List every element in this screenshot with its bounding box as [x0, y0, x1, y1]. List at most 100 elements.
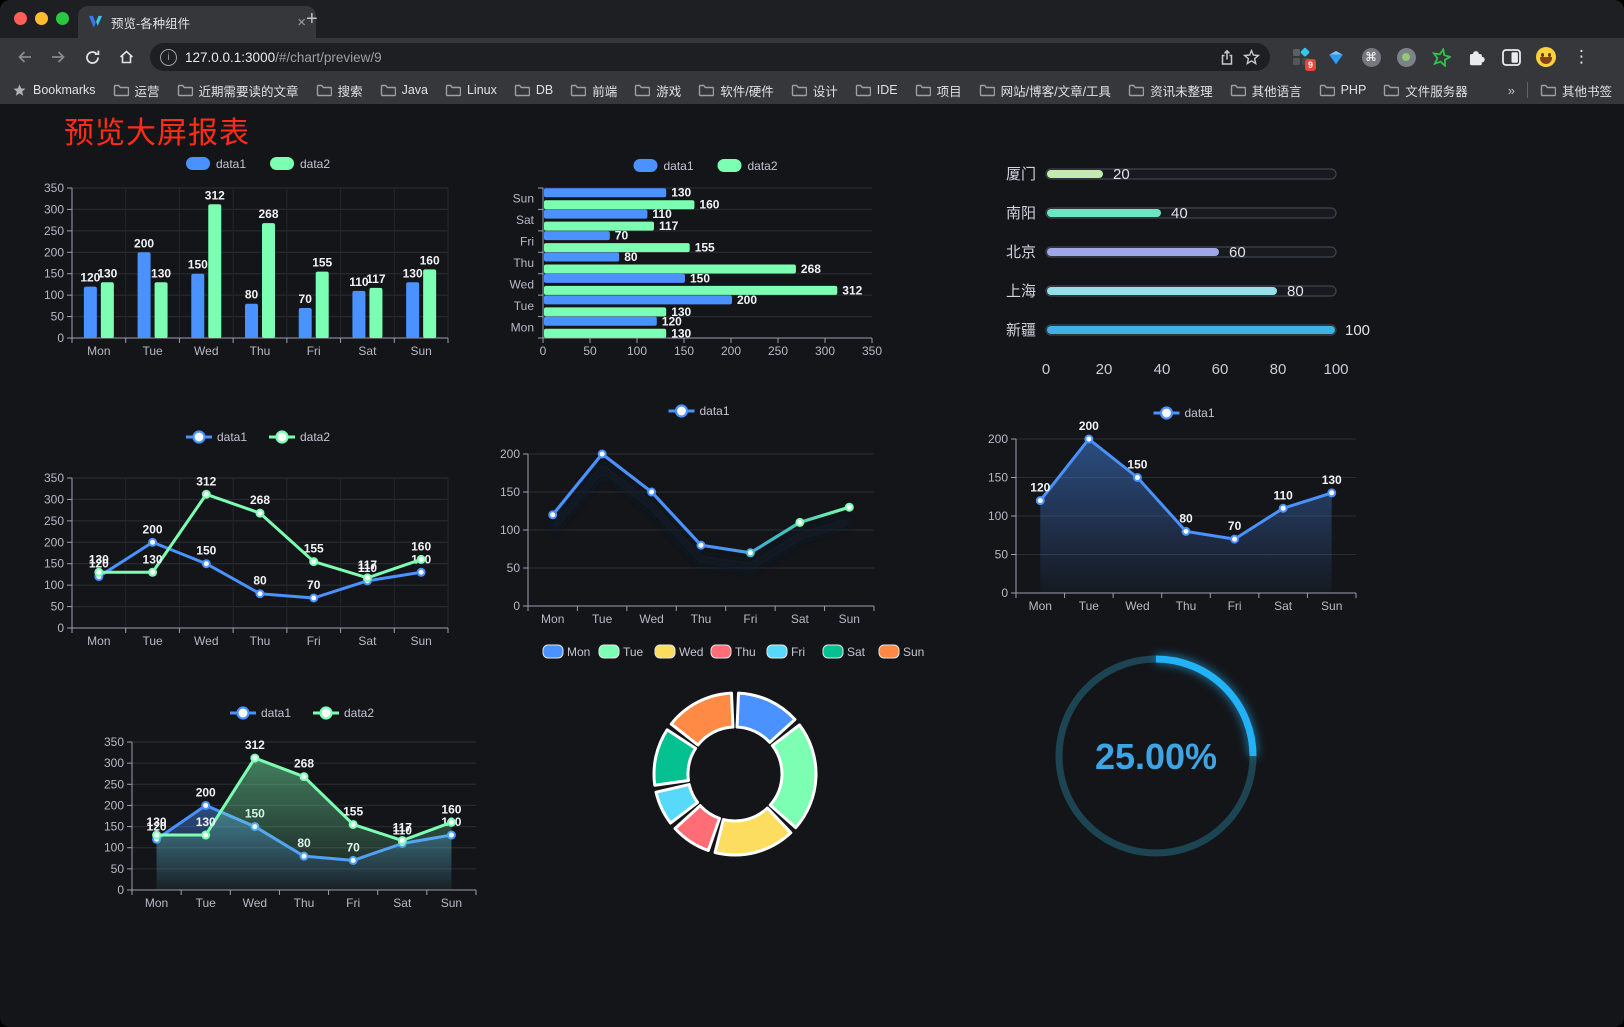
svg-text:Wed: Wed [679, 645, 703, 659]
area-chart-double[interactable]: 0 50 100 150 200 250 300 350 Mon Tue Wed Thu Fri Sat S… [96, 668, 484, 916]
extensions-area: 9 ⌘ [1290, 46, 1557, 71]
svg-text:Mon: Mon [87, 344, 110, 358]
svg-text:160: 160 [411, 539, 431, 553]
svg-text:350: 350 [104, 735, 124, 749]
bookmark-item[interactable]: 运营 [113, 81, 160, 100]
svg-text:100: 100 [500, 523, 520, 537]
bookmark-item[interactable]: 设计 [791, 81, 838, 100]
bookmark-label: Java [401, 83, 428, 97]
share-icon[interactable] [1219, 49, 1235, 66]
svg-text:50: 50 [51, 310, 65, 324]
svg-text:Sun: Sun [903, 645, 924, 659]
other-bookmarks-folder[interactable]: 其他书签 [1540, 81, 1612, 100]
svg-text:Sun: Sun [410, 344, 431, 358]
bookmark-item[interactable]: PHP [1319, 81, 1366, 100]
folder-icon [113, 84, 129, 97]
bookmarks-manager-item[interactable]: Bookmarks [12, 83, 96, 97]
bookmark-label: 游戏 [656, 84, 682, 99]
svg-text:130: 130 [196, 815, 216, 829]
profile-avatar[interactable] [1535, 46, 1557, 68]
minimize-window-button[interactable] [35, 12, 48, 25]
svg-text:20: 20 [1096, 361, 1113, 378]
svg-text:100: 100 [627, 344, 647, 358]
tab-close-icon[interactable]: × [297, 13, 306, 31]
fullscreen-window-button[interactable] [56, 12, 69, 25]
svg-text:50: 50 [995, 548, 1009, 562]
side-panel-button[interactable] [1500, 46, 1522, 68]
bookmark-item[interactable]: 近期需要读的文章 [177, 81, 299, 100]
browser-tab[interactable]: 预览-各种组件 × [78, 6, 316, 38]
bookmarks-overflow-chevron[interactable]: » [1507, 82, 1515, 98]
svg-text:130: 130 [151, 266, 171, 280]
browser-menu-button[interactable]: ⋮ [1573, 47, 1590, 66]
star-extension-icon[interactable] [1430, 46, 1452, 68]
svg-text:120: 120 [662, 314, 682, 328]
gauge-chart[interactable]: 25.00% [1040, 636, 1272, 872]
command-extension-icon[interactable]: ⌘ [1360, 46, 1382, 68]
new-tab-button[interactable]: + [306, 8, 318, 30]
svg-text:Sun: Sun [441, 896, 462, 910]
bookmark-item[interactable]: 文件服务器 [1383, 81, 1468, 100]
green-star-icon [1431, 47, 1451, 67]
svg-text:312: 312 [245, 738, 265, 752]
bookmark-item[interactable]: 资讯未整理 [1128, 81, 1213, 100]
svg-text:268: 268 [801, 262, 821, 276]
reload-button[interactable] [78, 43, 106, 71]
bookmark-item[interactable]: 前端 [570, 81, 617, 100]
svg-text:data2: data2 [748, 159, 778, 173]
svg-text:200: 200 [134, 236, 154, 250]
bookmark-item[interactable]: 游戏 [634, 81, 681, 100]
url-host: 127.0.0.1:3000 [185, 49, 276, 65]
extensions-puzzle-button[interactable] [1465, 46, 1487, 68]
url-text[interactable]: 127.0.0.1:3000/#/chart/preview/9 [185, 50, 1211, 65]
gem-extension-icon[interactable] [1325, 46, 1347, 68]
bookmark-item[interactable]: 软件/硬件 [698, 81, 774, 100]
bookmark-item[interactable]: Linux [445, 81, 497, 100]
bookmark-item[interactable]: IDE [855, 81, 898, 100]
svg-text:Fri: Fri [520, 235, 534, 249]
svg-text:117: 117 [393, 821, 413, 835]
page-content: 预览大屏报表 0 50 100 150 200 250 300 350 Mon Tue Wed Thu… [0, 104, 1624, 1027]
recorder-extension-icon[interactable] [1395, 46, 1417, 68]
home-button[interactable] [112, 43, 140, 71]
bookmark-item[interactable]: 项目 [915, 81, 962, 100]
bookmark-item[interactable]: DB [514, 81, 553, 100]
svg-text:312: 312 [196, 474, 216, 488]
svg-text:268: 268 [250, 493, 270, 507]
svg-text:110: 110 [1273, 488, 1293, 502]
svg-text:130: 130 [671, 305, 691, 319]
address-bar[interactable]: i 127.0.0.1:3000/#/chart/preview/9 [150, 43, 1270, 71]
back-icon [17, 51, 31, 63]
bookmark-item[interactable]: 网站/博客/文章/工具 [979, 81, 1111, 100]
grouped-bar-chart[interactable]: 0 50 100 150 200 250 300 350 Mon Tue Wed Thu Fri Sat S… [38, 148, 458, 364]
bookmark-item[interactable]: 其他语言 [1230, 81, 1302, 100]
bookmark-folder-list: 运营 近期需要读的文章 搜索 Java Linux DB 前端 游戏 软件/硬件 设计 IDE 项目 网… [113, 81, 1468, 100]
svg-text:155: 155 [312, 256, 332, 270]
folder-icon [380, 84, 396, 97]
site-favicon [88, 15, 103, 28]
progress-bar-chart[interactable]: 厦门 20 南阳 40 北京 60 上海 80 新疆 100 0 20 40 60 80 100 [988, 150, 1372, 382]
bookmark-label: DB [535, 83, 554, 97]
page-info-icon[interactable]: i [160, 48, 177, 66]
svg-text:150: 150 [104, 820, 124, 834]
back-button[interactable] [10, 43, 38, 71]
donut-chart[interactable]: Mon Tue Wed Thu Fri Sat Sun [540, 638, 932, 878]
folder-icon [1230, 84, 1246, 97]
horizontal-bar-chart[interactable]: data1 data2 0 50 100 150 200 250 300 350 Sun 130 160… [500, 148, 896, 364]
gradient-line-chart[interactable]: 0 50 100 150 200 Mon Tue Wed Thu Fri Sat Sun data1 [488, 396, 884, 632]
bookmark-star-icon[interactable] [1243, 49, 1260, 65]
bookmark-item[interactable]: Java [380, 81, 428, 100]
svg-text:50: 50 [583, 344, 597, 358]
svg-text:200: 200 [44, 245, 64, 259]
bookmarks-right-group: » 其他书签 [1508, 81, 1612, 100]
tab-manager-extension-icon[interactable]: 9 [1290, 46, 1316, 71]
svg-text:Tue: Tue [623, 645, 644, 659]
area-chart-single[interactable]: 0 50 100 150 200 Mon Tue Wed Thu Fri Sat Sun data1 12… [978, 386, 1363, 616]
forward-button[interactable] [44, 43, 72, 71]
folder-icon [855, 84, 871, 97]
close-window-button[interactable] [14, 12, 27, 25]
svg-text:200: 200 [721, 344, 741, 358]
svg-text:350: 350 [44, 181, 64, 195]
multi-line-chart[interactable]: 0 50 100 150 200 250 300 350 Mon Tue Wed Thu Fri Sat S… [38, 420, 458, 652]
bookmark-item[interactable]: 搜索 [316, 81, 363, 100]
